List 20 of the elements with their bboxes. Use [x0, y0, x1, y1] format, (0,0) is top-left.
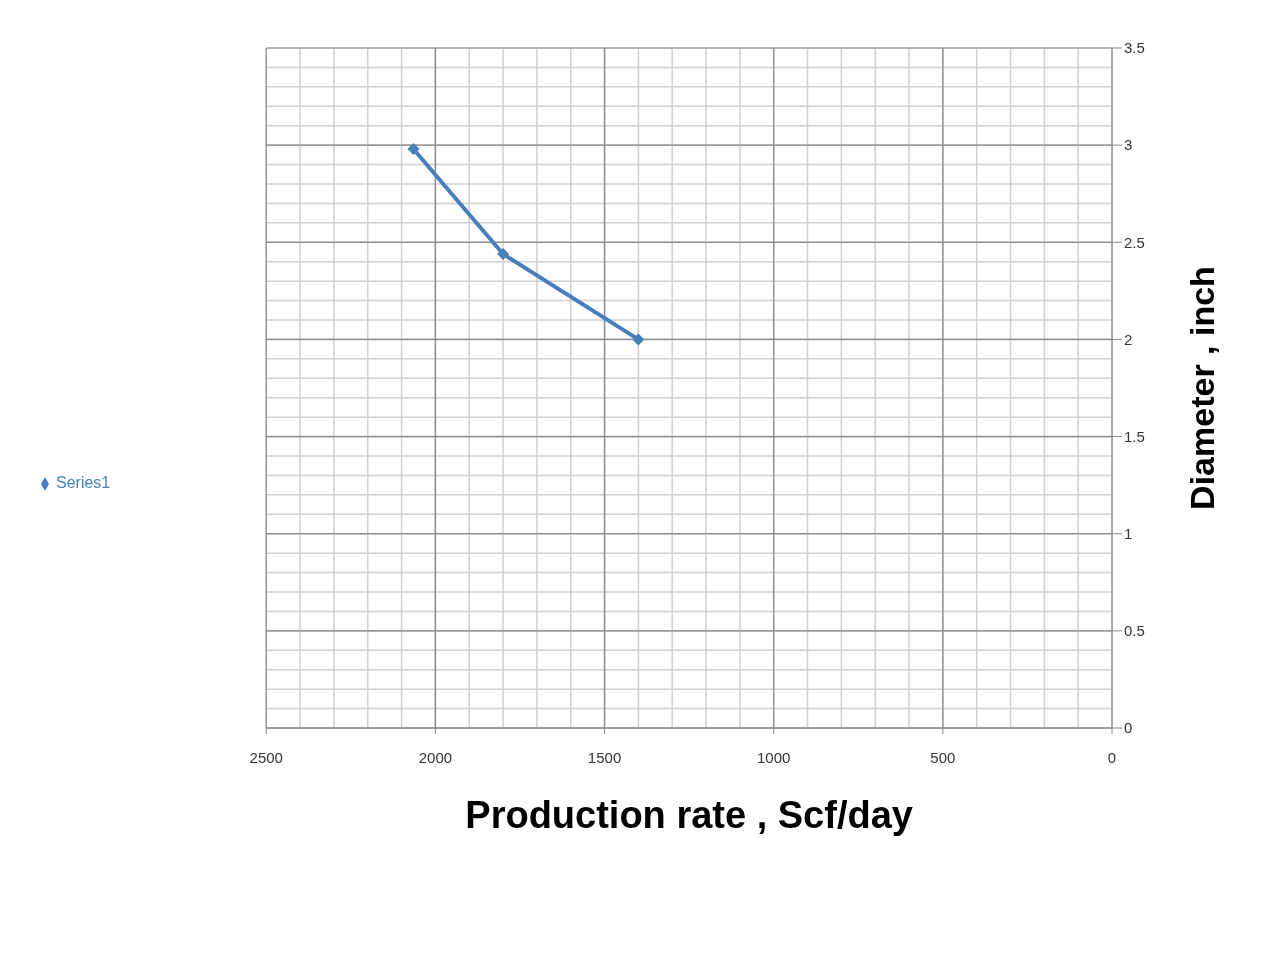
legend-label: Series1 — [56, 474, 111, 491]
y-tick-label: 1 — [1124, 525, 1133, 543]
point — [407, 143, 420, 156]
point — [632, 333, 645, 346]
y-tick-label: 3 — [1124, 136, 1133, 154]
x-tick-label: 500 — [930, 748, 956, 766]
y-tick-label: 2.5 — [1124, 233, 1145, 251]
x-axis-title: Production rate , Scf/day — [465, 794, 913, 836]
x-tick-label: 2000 — [418, 748, 453, 766]
y-tick-label: 1.5 — [1124, 427, 1145, 445]
x-tick-label: 2500 — [249, 748, 283, 766]
x-tick-label: 1000 — [757, 748, 791, 766]
y-tick-label: 0.5 — [1124, 622, 1145, 640]
x-tick-label: 1500 — [587, 748, 622, 766]
y-tick-label: 3.5 — [1124, 39, 1145, 57]
x-tick-label: 0 — [1107, 748, 1117, 766]
y-axis-title: Diameter , inch — [1183, 266, 1222, 510]
y-tick-label: 2 — [1124, 330, 1133, 348]
point — [497, 247, 510, 260]
y-tick-label: 0 — [1124, 719, 1133, 737]
